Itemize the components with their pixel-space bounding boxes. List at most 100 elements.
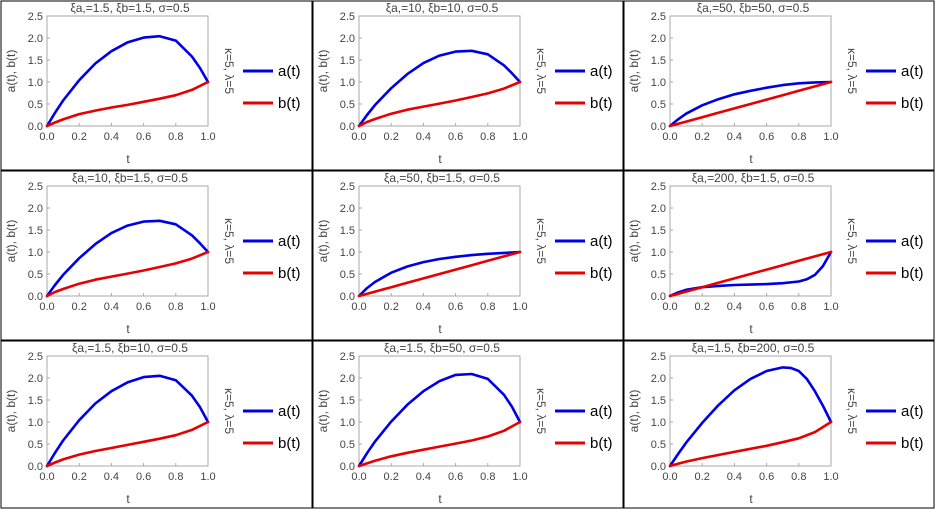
panel-title: ξa,=50, ξb=50, σ=0.5 — [697, 1, 810, 15]
x-axis-label: t — [749, 492, 753, 506]
x-tick-label: 0.4 — [104, 131, 119, 143]
y-tick-label: 1.0 — [28, 417, 43, 429]
y-tick-label: 2.0 — [340, 203, 355, 215]
y-tick-label: 1.5 — [28, 395, 43, 407]
x-tick-label: 0.2 — [72, 301, 87, 313]
x-tick-label: 1.0 — [823, 301, 838, 313]
panel-title: ξa,=1.5, ξb=1.5, σ=0.5 — [70, 1, 190, 15]
x-tick-label: 0.8 — [791, 301, 806, 313]
x-tick-label: 0.2 — [695, 471, 710, 483]
x-tick-label: 0.6 — [759, 471, 774, 483]
x-tick-label: 1.0 — [200, 301, 215, 313]
x-axis-label: t — [126, 152, 130, 166]
y-tick-label: 1.5 — [28, 55, 43, 67]
y-axis-label: a(t), b(t) — [316, 220, 330, 263]
x-axis-label: t — [126, 322, 130, 336]
y-axis-label: a(t), b(t) — [316, 50, 330, 93]
x-tick-label: 0.2 — [384, 131, 399, 143]
y-axis-label: a(t), b(t) — [627, 50, 641, 93]
x-tick-label: 0.0 — [662, 301, 677, 313]
y-axis-label: a(t), b(t) — [4, 390, 18, 433]
panel-5: ξa,=50, ξb=1.5, σ=0.5 0.0 0.2 0.4 0.6 0.8 1.0 0… — [312, 170, 624, 341]
x-tick-label: 1.0 — [823, 131, 838, 143]
x-tick-label: 0.4 — [727, 471, 742, 483]
legend-label-b: b(t) — [901, 265, 924, 282]
series-line-a — [668, 250, 833, 298]
y-axis-label: a(t), b(t) — [4, 50, 18, 93]
series-line-b — [668, 250, 833, 298]
y-tick-label: 0.0 — [340, 291, 355, 303]
x-tick-label: 0.6 — [448, 301, 463, 313]
x-tick-label: 1.0 — [200, 471, 215, 483]
x-tick-label: 0.0 — [39, 301, 54, 313]
legend-label-a: a(t) — [901, 63, 924, 80]
y-tick-label: 1.5 — [651, 395, 666, 407]
x-tick-label: 0.8 — [480, 301, 495, 313]
x-tick-label: 0.0 — [351, 131, 366, 143]
x-tick-label: 0.0 — [351, 471, 366, 483]
series-line-b — [357, 420, 522, 468]
y-tick-label: 2.5 — [340, 351, 355, 363]
x-tick-label: 0.8 — [791, 471, 806, 483]
panel-title: ξa,=10, ξb=10, σ=0.5 — [386, 1, 499, 15]
legend-label-a: a(t) — [278, 233, 301, 250]
x-tick-label: 0.8 — [168, 471, 183, 483]
y-tick-label: 1.5 — [651, 225, 666, 237]
series-line-a — [45, 374, 210, 468]
y-tick-label: 2.0 — [340, 373, 355, 385]
y-tick-label: 1.0 — [340, 247, 355, 259]
y-tick-label: 1.0 — [651, 417, 666, 429]
y-tick-label: 0.0 — [340, 121, 355, 133]
y-axis-label: a(t), b(t) — [627, 390, 641, 433]
side-label: κ=5, λ=5 — [534, 48, 548, 94]
x-tick-label: 0.4 — [416, 471, 431, 483]
y-tick-label: 0.0 — [28, 121, 43, 133]
x-tick-label: 0.8 — [791, 131, 806, 143]
legend-label-b: b(t) — [590, 265, 613, 282]
x-tick-label: 1.0 — [823, 471, 838, 483]
legend-label-b: b(t) — [278, 95, 301, 112]
panel-8: ξa,=1.5, ξb=50, σ=0.5 0.0 0.2 0.4 0.6 0.8 1.0 0… — [312, 340, 624, 509]
x-tick-label: 0.0 — [39, 471, 54, 483]
legend-label-a: a(t) — [590, 63, 613, 80]
panel-title: ξa,=1.5, ξb=200, σ=0.5 — [692, 341, 815, 355]
x-tick-label: 1.0 — [512, 131, 527, 143]
x-tick-label: 0.0 — [662, 131, 677, 143]
plot-frame — [358, 15, 521, 127]
panel-title: ξa,=200, ξb=1.5, σ=0.5 — [692, 171, 815, 185]
panel-border — [0, 170, 313, 341]
plot-frame — [669, 15, 832, 127]
x-axis-label: t — [438, 492, 442, 506]
x-tick-label: 0.2 — [384, 471, 399, 483]
y-tick-label: 2.0 — [28, 33, 43, 45]
y-tick-label: 0.0 — [28, 461, 43, 473]
legend-label-a: a(t) — [278, 403, 301, 420]
y-tick-label: 2.0 — [28, 373, 43, 385]
panel-title: ξa,=50, ξb=1.5, σ=0.5 — [384, 171, 500, 185]
side-label: κ=5, λ=5 — [222, 48, 236, 94]
legend-label-b: b(t) — [278, 435, 301, 452]
legend-label-b: b(t) — [901, 95, 924, 112]
x-tick-label: 0.2 — [72, 131, 87, 143]
y-tick-label: 2.0 — [651, 373, 666, 385]
x-tick-label: 0.0 — [351, 301, 366, 313]
panel-6: ξa,=200, ξb=1.5, σ=0.5 0.0 0.2 0.4 0.6 0.8 1.0… — [623, 170, 935, 341]
x-tick-label: 0.6 — [759, 301, 774, 313]
x-tick-label: 0.0 — [39, 131, 54, 143]
legend-label-b: b(t) — [278, 265, 301, 282]
y-tick-label: 1.0 — [651, 77, 666, 89]
panel-title: ξa,=1.5, ξb=50, σ=0.5 — [384, 341, 500, 355]
y-tick-label: 2.5 — [28, 11, 43, 23]
side-label: κ=5, λ=5 — [534, 218, 548, 264]
x-tick-label: 0.6 — [136, 131, 151, 143]
x-tick-label: 1.0 — [512, 301, 527, 313]
panel-border — [0, 340, 313, 509]
y-tick-label: 0.5 — [28, 269, 43, 281]
x-tick-label: 1.0 — [512, 471, 527, 483]
panel-9: ξa,=1.5, ξb=200, σ=0.5 0.0 0.2 0.4 0.6 0.8 1.0… — [623, 340, 935, 509]
side-label: κ=5, λ=5 — [845, 388, 859, 434]
x-axis-label: t — [126, 492, 130, 506]
y-tick-label: 2.5 — [651, 11, 666, 23]
series-line-a — [668, 80, 833, 128]
